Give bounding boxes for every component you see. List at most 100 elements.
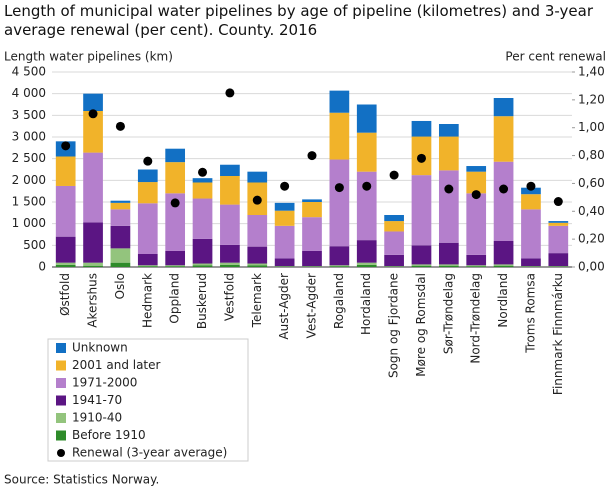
bar-segment bbox=[247, 246, 268, 264]
bar-segment bbox=[55, 236, 76, 263]
bar-segment bbox=[137, 266, 158, 267]
x-tick-label: Buskerud bbox=[195, 273, 209, 329]
bar-segment bbox=[411, 245, 432, 265]
y-tick-label: 2 000 bbox=[12, 173, 46, 187]
bar-segment bbox=[548, 225, 569, 254]
bar-segment bbox=[192, 178, 213, 183]
y2-tick-label: 0,80 bbox=[578, 148, 605, 162]
bar-segment bbox=[521, 187, 541, 195]
y-tick-label: 4 500 bbox=[12, 65, 46, 79]
x-tick-label: Møre og Romsdal bbox=[414, 273, 428, 377]
bar-segment bbox=[329, 246, 350, 266]
legend-label: 1941-70 bbox=[72, 393, 122, 407]
legend-swatch bbox=[56, 413, 66, 423]
legend-swatch bbox=[57, 449, 65, 457]
renewal-dot bbox=[252, 195, 262, 205]
bar-segment bbox=[55, 262, 76, 265]
bar-segment bbox=[466, 166, 487, 172]
x-tick-label: Hordaland bbox=[359, 273, 373, 335]
bar-segment bbox=[466, 265, 487, 267]
bar-segment bbox=[438, 242, 459, 265]
renewal-dot bbox=[362, 181, 372, 191]
bar-segment bbox=[192, 182, 213, 199]
bar-segment bbox=[548, 253, 569, 267]
legend-swatch bbox=[56, 360, 66, 371]
bar-segment bbox=[466, 254, 487, 266]
bar-segment bbox=[247, 263, 268, 266]
bar-segment bbox=[192, 238, 213, 264]
bar-segment bbox=[247, 215, 268, 247]
legend-swatch bbox=[56, 378, 66, 388]
x-tick-label: Rogaland bbox=[332, 273, 346, 329]
legend-label: Before 1910 bbox=[72, 428, 146, 442]
bar-segment bbox=[438, 265, 459, 267]
renewal-dot bbox=[416, 153, 426, 163]
bar-segment bbox=[356, 262, 377, 265]
renewal-dot bbox=[334, 183, 344, 193]
bar-segment bbox=[466, 266, 487, 267]
bar-segment bbox=[220, 244, 240, 263]
bar-segment bbox=[302, 202, 322, 218]
bar-segment bbox=[165, 250, 186, 266]
bar-segment bbox=[55, 156, 76, 186]
bar-segment bbox=[493, 116, 514, 162]
bar-segment bbox=[438, 124, 459, 137]
bar-segment bbox=[137, 182, 158, 204]
bar-segment bbox=[356, 240, 377, 263]
bar-segment bbox=[356, 104, 377, 133]
bar-segment bbox=[329, 112, 350, 160]
bar-segment bbox=[83, 222, 103, 263]
bar-segment bbox=[137, 203, 158, 254]
bar-segment bbox=[411, 265, 432, 267]
y-tick-label: 3 000 bbox=[12, 130, 46, 144]
renewal-dot bbox=[198, 167, 208, 177]
renewal-dot bbox=[225, 88, 235, 98]
bar-segment bbox=[411, 120, 432, 137]
bar-segment bbox=[384, 254, 404, 267]
bar-segment bbox=[165, 148, 186, 163]
x-tick-label: Troms Romsa bbox=[523, 273, 537, 354]
bar-segment bbox=[329, 266, 350, 267]
bar-segment bbox=[521, 258, 541, 267]
renewal-dot bbox=[115, 121, 125, 131]
y-tick-label: 1 000 bbox=[12, 216, 46, 230]
bar-segment bbox=[356, 264, 377, 267]
bar-segment bbox=[493, 161, 514, 241]
bar-segment bbox=[83, 93, 103, 111]
bar-segment bbox=[466, 171, 487, 194]
y-axis-label: Length water pipelines (km) bbox=[4, 50, 173, 64]
bar-segment bbox=[384, 215, 404, 222]
bar-segment bbox=[493, 98, 514, 117]
y-tick-label: 2 500 bbox=[12, 151, 46, 165]
legend-label: Renewal (3-year average) bbox=[72, 446, 227, 460]
y2-tick-label: 1,20 bbox=[578, 92, 605, 106]
bar-segment bbox=[192, 263, 213, 266]
legend-label: Unknown bbox=[72, 341, 128, 355]
bar-segment bbox=[302, 199, 322, 202]
bar-segment bbox=[384, 221, 404, 232]
bar-segment bbox=[110, 202, 131, 210]
renewal-dot bbox=[61, 141, 71, 151]
legend-label: 2001 and later bbox=[72, 358, 161, 372]
y2-tick-label: 0,20 bbox=[578, 232, 605, 246]
renewal-dot bbox=[444, 184, 454, 194]
x-tick-label: Akershus bbox=[86, 273, 100, 328]
bar-segment bbox=[247, 265, 268, 267]
bar-segment bbox=[329, 265, 350, 267]
y-tick-label: 4 000 bbox=[12, 86, 46, 100]
y2-tick-label: 1,00 bbox=[578, 120, 605, 134]
x-tick-label: Aust-Agder bbox=[277, 273, 291, 340]
bar-segment bbox=[548, 222, 569, 226]
bar-segment bbox=[493, 264, 514, 266]
y-tick-label: 1 500 bbox=[12, 195, 46, 209]
bar-segment bbox=[438, 170, 459, 243]
bar-segment bbox=[302, 217, 322, 251]
bar-segment bbox=[466, 193, 487, 255]
y-tick-label: 0 bbox=[38, 260, 46, 274]
bar-segment bbox=[521, 194, 541, 210]
x-tick-label: Østfold bbox=[58, 273, 72, 316]
bar-segment bbox=[521, 209, 541, 259]
y-tick-label: 3 500 bbox=[12, 108, 46, 122]
bar-segment bbox=[548, 221, 569, 223]
